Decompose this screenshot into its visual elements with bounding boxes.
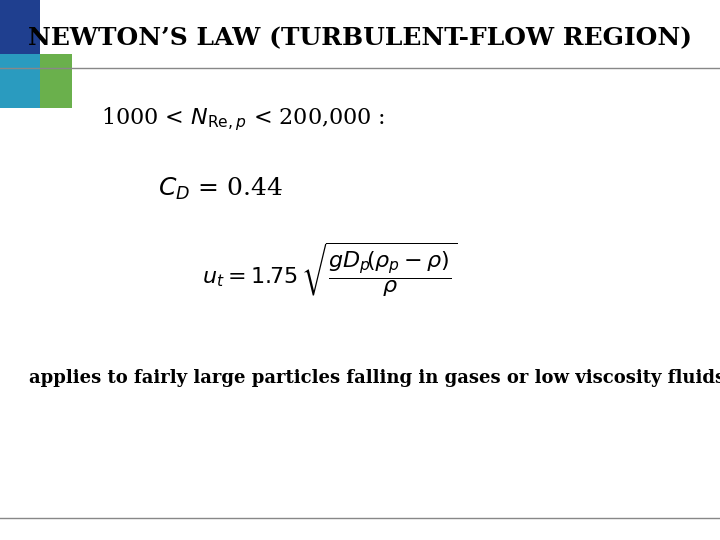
Text: $\mathit{u}_t = 1.75\,\sqrt{\dfrac{g D_p\!\left(\rho_p - \rho\right)}{\rho}}$: $\mathit{u}_t = 1.75\,\sqrt{\dfrac{g D_p… — [202, 240, 456, 300]
Text: applies to fairly large particles falling in gases or low viscosity fluids: applies to fairly large particles fallin… — [29, 369, 720, 387]
Text: NEWTON’S LAW (TURBULENT-FLOW REGION): NEWTON’S LAW (TURBULENT-FLOW REGION) — [28, 26, 692, 50]
Text: $\mathit{C}_{\mathit{D}}$ = 0.44: $\mathit{C}_{\mathit{D}}$ = 0.44 — [158, 176, 283, 202]
Text: 1000 < $\mathit{N}_{\rm Re,\mathit{p}}$ < 200,000 :: 1000 < $\mathit{N}_{\rm Re,\mathit{p}}$ … — [101, 105, 385, 133]
